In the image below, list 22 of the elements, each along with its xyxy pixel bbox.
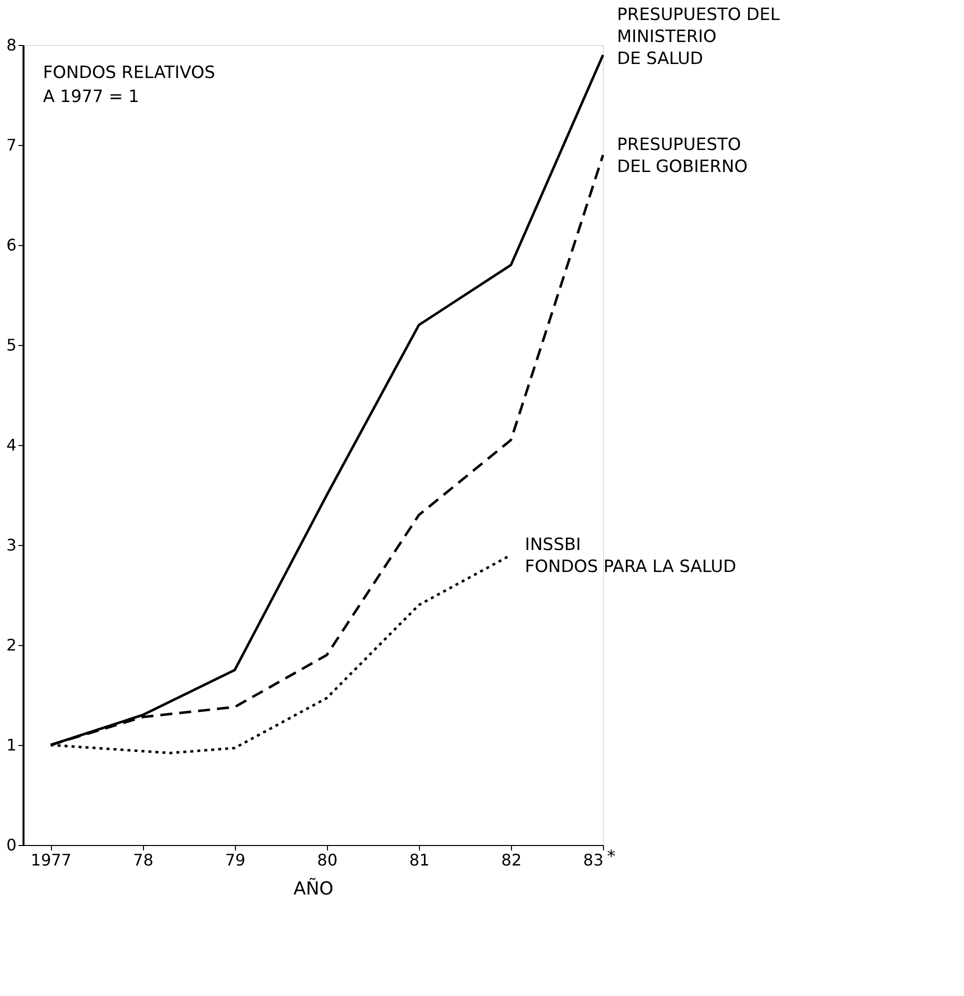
y-tick-label: 5 [6, 336, 16, 354]
text: * [607, 847, 616, 867]
x-tick-label: 83 [583, 850, 604, 870]
x-tick-label: 1977 [30, 850, 72, 870]
y-tick-label: 1 [6, 736, 16, 754]
x-tick-label: 80 [317, 850, 338, 870]
y-tick-label: 2 [6, 636, 16, 654]
y-tick-label: 7 [6, 136, 16, 154]
x-tick-label: 82 [501, 850, 522, 870]
y-tick-label: 4 [6, 436, 16, 454]
y-tick-label: 8 [6, 36, 16, 54]
series-label: PRESUPUESTO DEL GOBIERNO [617, 135, 748, 177]
x-axis-title: AÑO [294, 878, 334, 900]
y-tick-label: 0 [6, 836, 16, 854]
x-tick-label: 81 [409, 850, 430, 870]
y-tick-label: 3 [6, 536, 16, 554]
y-tick-label: 6 [6, 236, 16, 254]
x-tick-label: 78 [133, 850, 154, 870]
x-tick-label: 79 [225, 850, 246, 870]
series-label: INSSBI FONDOS PARA LA SALUD [524, 535, 736, 577]
series-label: PRESUPUESTO DEL MINISTERIO DE SALUD [617, 5, 780, 69]
annotation: FONDOS RELATIVOS A 1977 = 1 [43, 63, 216, 107]
